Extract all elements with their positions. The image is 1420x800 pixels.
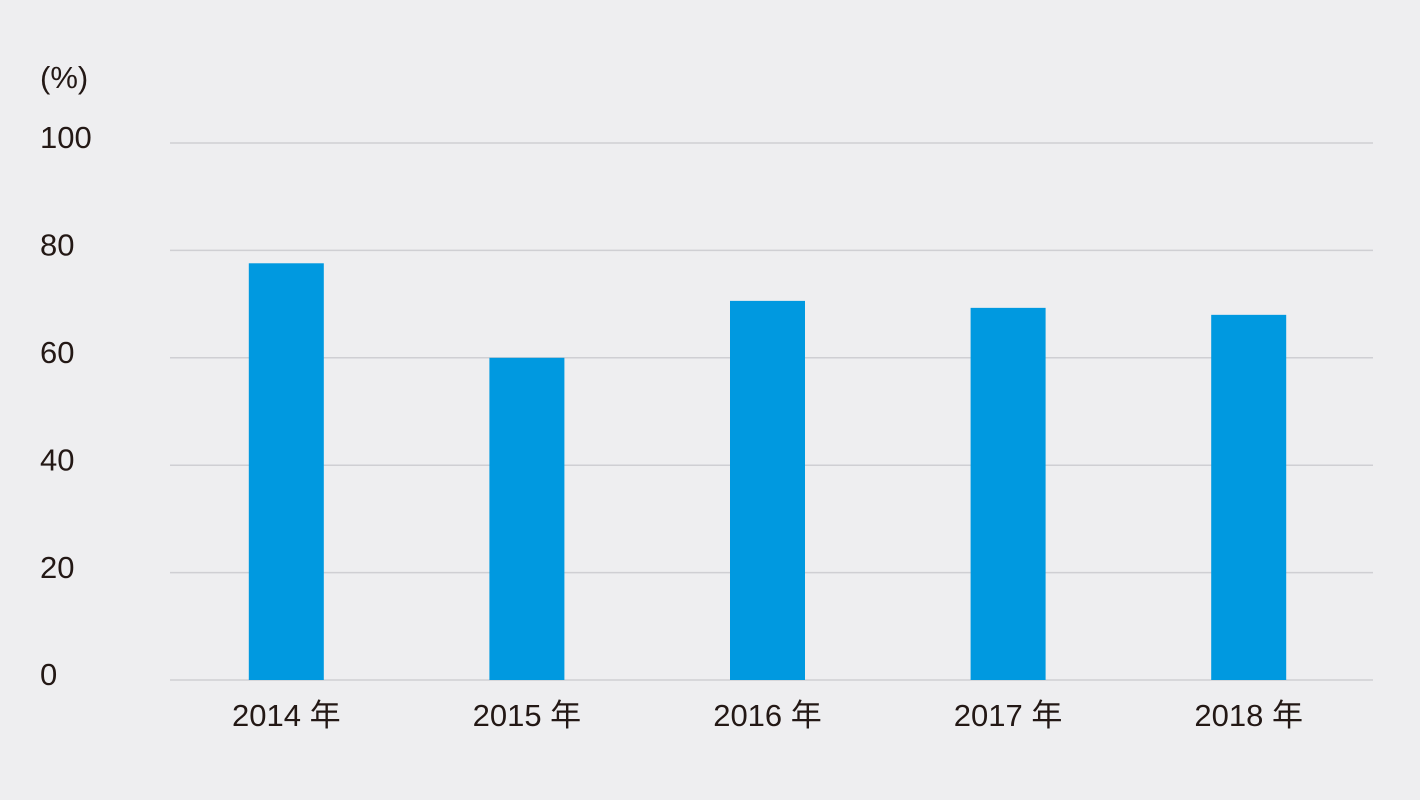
y-tick-label: 0 (40, 657, 57, 692)
x-tick-label: 2017 年 (954, 698, 1063, 733)
bar (970, 307, 1046, 680)
y-tick-label: 100 (40, 120, 92, 155)
y-tick-label: 60 (40, 335, 74, 370)
x-tick-label: 2015 年 (473, 698, 582, 733)
x-tick-label: 2016 年 (713, 698, 822, 733)
bar (489, 357, 565, 680)
bar (1211, 314, 1287, 680)
bar (248, 263, 324, 680)
bar (730, 300, 805, 680)
y-axis-label: (%) (40, 60, 88, 95)
x-tick-label: 2018 年 (1194, 698, 1303, 733)
y-tick-label: 40 (40, 442, 74, 477)
y-tick-label: 20 (40, 550, 74, 585)
x-tick-label: 2014 年 (232, 698, 341, 733)
y-tick-label: 80 (40, 228, 74, 263)
